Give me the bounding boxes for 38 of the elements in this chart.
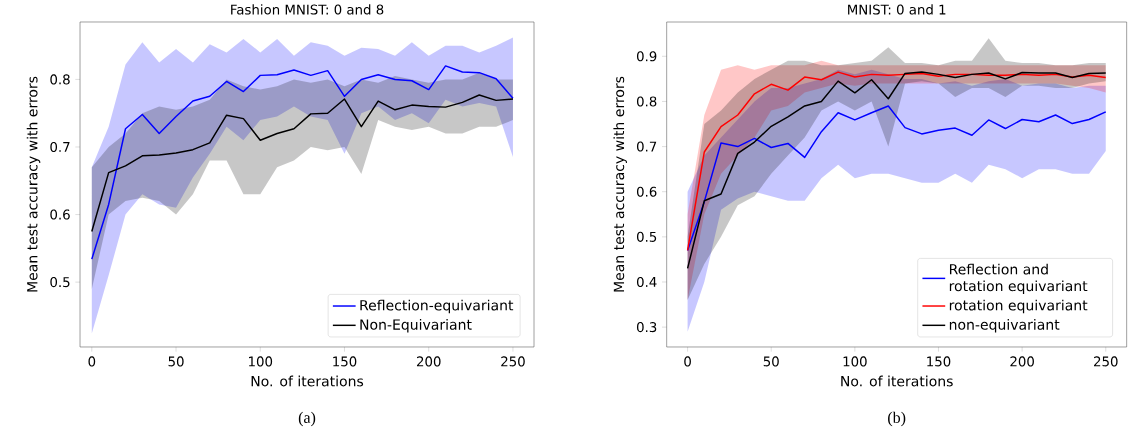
text: (b) xyxy=(888,411,906,427)
y-tick-label: 0.5 xyxy=(50,277,70,288)
y-tick-label: 0.4 xyxy=(636,276,657,288)
x-tick-label: 100 xyxy=(843,356,867,367)
y-axis-title: Mean test accuracy with errors xyxy=(26,76,41,292)
chart-title: Fashion MNIST: 0 and 8 xyxy=(231,4,384,15)
y-tick-label: 0.3 xyxy=(636,322,657,333)
chart-title: MNIST: 0 and 1 xyxy=(848,4,946,15)
x-tick-label: 150 xyxy=(927,356,951,367)
legend-label: non-equivariant xyxy=(949,319,1060,333)
y-tick-label: 0.6 xyxy=(636,186,657,197)
x-tick-label: 250 xyxy=(1094,356,1118,367)
legend-label: Reflection-equivariant xyxy=(360,299,514,314)
x-axis-title: No. of iterations xyxy=(841,375,953,387)
y-tick-label: 0.6 xyxy=(50,209,70,220)
y-tick-label: 0.9 xyxy=(636,51,657,62)
x-tick-label: 0 xyxy=(684,356,691,367)
x-tick-label: 50 xyxy=(763,356,779,367)
y-tick-label: 0.7 xyxy=(636,141,657,152)
y-tick-label: 0.8 xyxy=(50,74,70,85)
legend-label: Non-Equivariant xyxy=(360,319,472,333)
x-axis-title: No. of iterations xyxy=(251,375,364,387)
x-tick-label: 50 xyxy=(168,356,184,367)
x-tick-label: 100 xyxy=(249,356,273,367)
x-tick-label: 150 xyxy=(333,356,357,367)
y-tick-label: 0.8 xyxy=(636,96,657,107)
x-tick-label: 0 xyxy=(88,356,96,367)
y-axis-title: Mean test accuracy with errors xyxy=(613,76,627,292)
y-tick-label: 0.7 xyxy=(50,141,70,153)
legend-label: rotation equivariant xyxy=(949,299,1088,314)
x-tick-label: 200 xyxy=(1010,356,1034,367)
line-series xyxy=(91,65,514,260)
line-series xyxy=(686,105,1107,252)
x-tick-label: 200 xyxy=(416,356,441,367)
text: (a) xyxy=(298,411,316,427)
y-tick-label: 0.5 xyxy=(636,231,657,242)
x-tick-label: 250 xyxy=(501,356,525,367)
line-series xyxy=(91,94,514,233)
